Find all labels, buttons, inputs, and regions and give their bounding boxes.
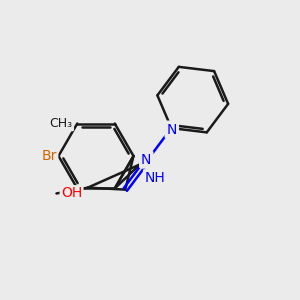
Text: N: N bbox=[167, 123, 177, 136]
Text: OH: OH bbox=[61, 187, 82, 200]
Text: NH: NH bbox=[144, 170, 165, 184]
Text: CH₃: CH₃ bbox=[50, 117, 73, 130]
Text: Br: Br bbox=[42, 149, 57, 163]
Text: N: N bbox=[141, 153, 152, 166]
